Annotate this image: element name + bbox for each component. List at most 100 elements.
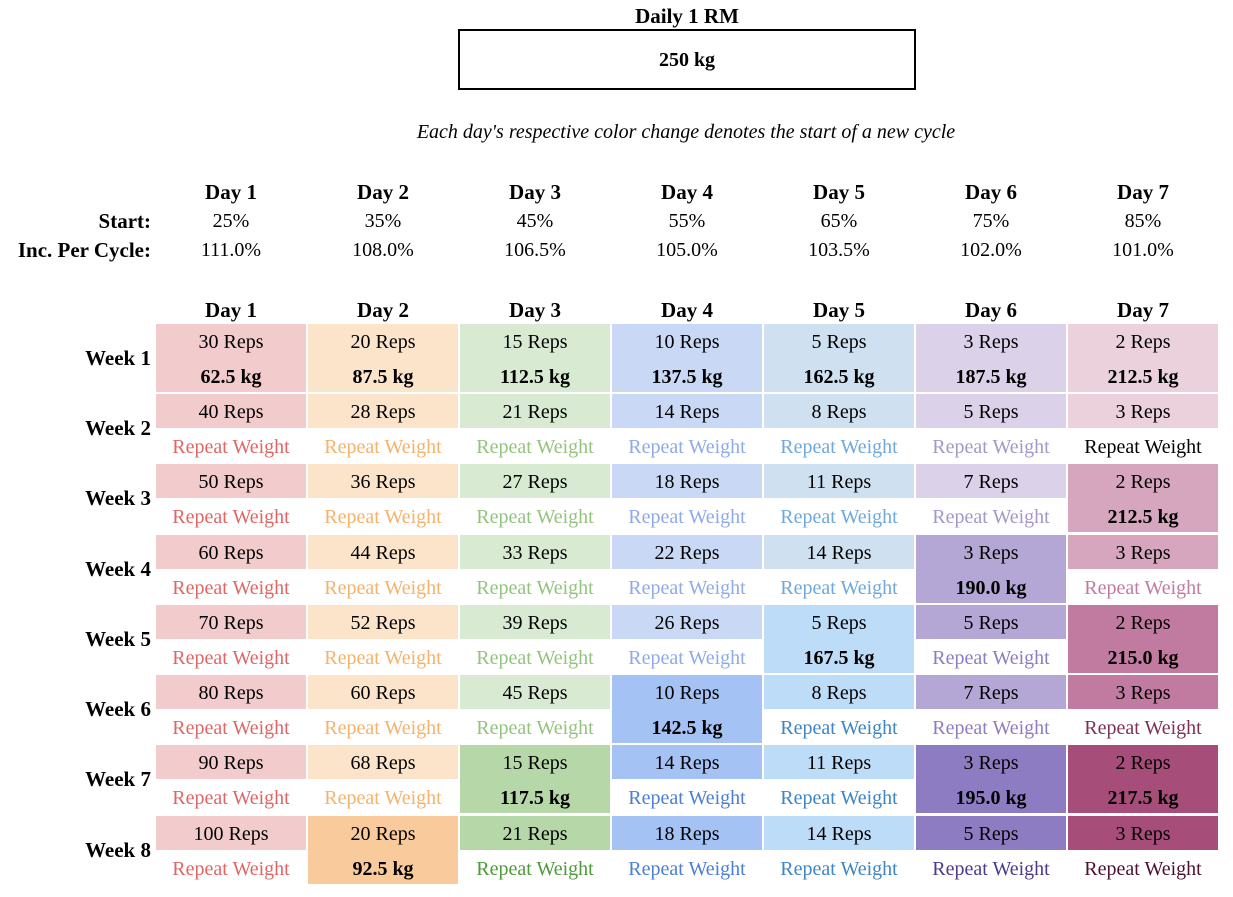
schedule-cell[interactable]: 15 Reps 112.5 kg [460, 324, 610, 392]
schedule-cell[interactable]: 5 Reps Repeat Weight [916, 394, 1066, 462]
schedule-cell[interactable]: 11 Reps Repeat Weight [764, 464, 914, 532]
schedule-cell[interactable]: 3 Reps Repeat Weight [1068, 394, 1218, 462]
schedule-cell[interactable]: 21 Reps Repeat Weight [460, 394, 610, 462]
reps-value: 14 Reps [806, 823, 872, 845]
reps-value: 60 Reps [198, 542, 264, 564]
schedule-cell[interactable]: 7 Reps Repeat Weight [916, 675, 1066, 743]
repeat-weight-label: Repeat Weight [628, 506, 746, 528]
schedule-cell[interactable]: 15 Reps 117.5 kg [460, 745, 610, 813]
schedule-cell[interactable]: 33 Reps Repeat Weight [460, 535, 610, 603]
repeat-weight-label: Repeat Weight [780, 787, 898, 809]
inc-per-cycle-percent[interactable]: 111.0% [200, 239, 262, 261]
schedule-cell[interactable]: 14 Reps Repeat Weight [764, 816, 914, 884]
schedule-cell[interactable]: 20 Reps 92.5 kg [308, 816, 458, 884]
start-percent[interactable]: 55% [668, 210, 706, 232]
schedule-cell[interactable]: 18 Reps Repeat Weight [612, 464, 762, 532]
schedule-cell[interactable]: 3 Reps 187.5 kg [916, 324, 1066, 392]
schedule-cell[interactable]: 14 Reps Repeat Weight [764, 535, 914, 603]
schedule-cell[interactable]: 10 Reps 137.5 kg [612, 324, 762, 392]
schedule-cell[interactable]: 11 Reps Repeat Weight [764, 745, 914, 813]
schedule-cell[interactable]: 39 Reps Repeat Weight [460, 605, 610, 673]
schedule-cell[interactable]: 26 Reps Repeat Weight [612, 605, 762, 673]
reps-value: 50 Reps [198, 471, 264, 493]
weight-value: 117.5 kg [499, 787, 571, 809]
schedule-cell[interactable]: 2 Reps 217.5 kg [1068, 745, 1218, 813]
schedule-cell[interactable]: 5 Reps Repeat Weight [916, 605, 1066, 673]
schedule-cell[interactable]: 28 Reps Repeat Weight [308, 394, 458, 462]
schedule-cell[interactable]: 80 Reps Repeat Weight [156, 675, 306, 743]
start-percent[interactable]: 25% [212, 210, 250, 232]
start-percent[interactable]: 85% [1124, 210, 1162, 232]
schedule-cell[interactable]: 7 Reps Repeat Weight [916, 464, 1066, 532]
week-label: Week 5 [85, 627, 151, 651]
schedule-cell[interactable]: 60 Reps Repeat Weight [308, 675, 458, 743]
schedule-cell[interactable]: 30 Reps 62.5 kg [156, 324, 306, 392]
schedule-cell[interactable]: 70 Reps Repeat Weight [156, 605, 306, 673]
schedule-cell[interactable]: 5 Reps 167.5 kg [764, 605, 914, 673]
reps-value: 2 Reps [1115, 752, 1171, 774]
reps-value: 100 Reps [193, 823, 269, 845]
schedule-cell[interactable]: 40 Reps Repeat Weight [156, 394, 306, 462]
schedule-cell[interactable]: 3 Reps Repeat Weight [1068, 816, 1218, 884]
schedule-cell[interactable]: 14 Reps Repeat Weight [612, 745, 762, 813]
repeat-weight-label: Repeat Weight [324, 436, 442, 458]
start-percent[interactable]: 65% [820, 210, 858, 232]
schedule-cell[interactable]: 10 Reps 142.5 kg [612, 675, 762, 743]
repeat-weight-label: Repeat Weight [172, 577, 290, 599]
start-percent[interactable]: 35% [364, 210, 402, 232]
schedule-cell[interactable]: 5 Reps Repeat Weight [916, 816, 1066, 884]
schedule-cell[interactable]: 68 Reps Repeat Weight [308, 745, 458, 813]
reps-value: 52 Reps [350, 612, 416, 634]
weight-value: 87.5 kg [352, 366, 414, 388]
one-rm-value[interactable]: 250 kg [458, 29, 916, 90]
reps-value: 27 Reps [502, 471, 568, 493]
schedule-cell[interactable]: 5 Reps 162.5 kg [764, 324, 914, 392]
schedule-cell[interactable]: 60 Reps Repeat Weight [156, 535, 306, 603]
schedule-cell[interactable]: 2 Reps 212.5 kg [1068, 464, 1218, 532]
schedule-cell[interactable]: 3 Reps 190.0 kg [916, 535, 1066, 603]
start-percent[interactable]: 75% [972, 210, 1010, 232]
settings-day-header: Day 7 [1117, 180, 1169, 204]
schedule-cell[interactable]: 2 Reps 215.0 kg [1068, 605, 1218, 673]
schedule-cell[interactable]: 52 Reps Repeat Weight [308, 605, 458, 673]
start-percent[interactable]: 45% [516, 210, 554, 232]
schedule-cell[interactable]: 90 Reps Repeat Weight [156, 745, 306, 813]
schedule-cell[interactable]: 36 Reps Repeat Weight [308, 464, 458, 532]
reps-value: 10 Reps [654, 331, 720, 353]
schedule-cell[interactable]: 3 Reps Repeat Weight [1068, 675, 1218, 743]
schedule-cell[interactable]: 44 Reps Repeat Weight [308, 535, 458, 603]
week-label: Week 6 [85, 697, 151, 721]
schedule-cell[interactable]: 21 Reps Repeat Weight [460, 816, 610, 884]
schedule-cell[interactable]: 50 Reps Repeat Weight [156, 464, 306, 532]
repeat-weight-label: Repeat Weight [172, 436, 290, 458]
inc-per-cycle-percent[interactable]: 102.0% [960, 239, 1022, 261]
reps-value: 5 Reps [963, 401, 1019, 423]
schedule-day-header: Day 1 [205, 298, 257, 322]
inc-per-cycle-percent[interactable]: 105.0% [656, 239, 718, 261]
schedule-cell[interactable]: 27 Reps Repeat Weight [460, 464, 610, 532]
schedule-cell[interactable]: 2 Reps 212.5 kg [1068, 324, 1218, 392]
week-label: Week 8 [85, 838, 151, 862]
schedule-cell[interactable]: 8 Reps Repeat Weight [764, 675, 914, 743]
schedule-cell[interactable]: 45 Reps Repeat Weight [460, 675, 610, 743]
schedule-cell[interactable]: 22 Reps Repeat Weight [612, 535, 762, 603]
settings-day-header: Day 1 [205, 180, 257, 204]
schedule-cell[interactable]: 3 Reps Repeat Weight [1068, 535, 1218, 603]
schedule-cell[interactable]: 8 Reps Repeat Weight [764, 394, 914, 462]
reps-value: 8 Reps [811, 401, 867, 423]
reps-value: 18 Reps [654, 471, 720, 493]
schedule-cell[interactable]: 3 Reps 195.0 kg [916, 745, 1066, 813]
settings-day-header: Day 4 [661, 180, 713, 204]
inc-per-cycle-percent[interactable]: 101.0% [1112, 239, 1174, 261]
inc-per-cycle-percent[interactable]: 103.5% [808, 239, 870, 261]
schedule-cell[interactable]: 14 Reps Repeat Weight [612, 394, 762, 462]
schedule-cell[interactable]: 20 Reps 87.5 kg [308, 324, 458, 392]
schedule-cell[interactable]: 18 Reps Repeat Weight [612, 816, 762, 884]
reps-value: 15 Reps [502, 752, 568, 774]
reps-value: 22 Reps [654, 542, 720, 564]
inc-per-cycle-percent[interactable]: 106.5% [504, 239, 566, 261]
schedule-cell[interactable]: 100 Reps Repeat Weight [156, 816, 306, 884]
repeat-weight-label: Repeat Weight [324, 717, 442, 739]
inc-per-cycle-percent[interactable]: 108.0% [352, 239, 414, 261]
reps-value: 7 Reps [963, 682, 1019, 704]
